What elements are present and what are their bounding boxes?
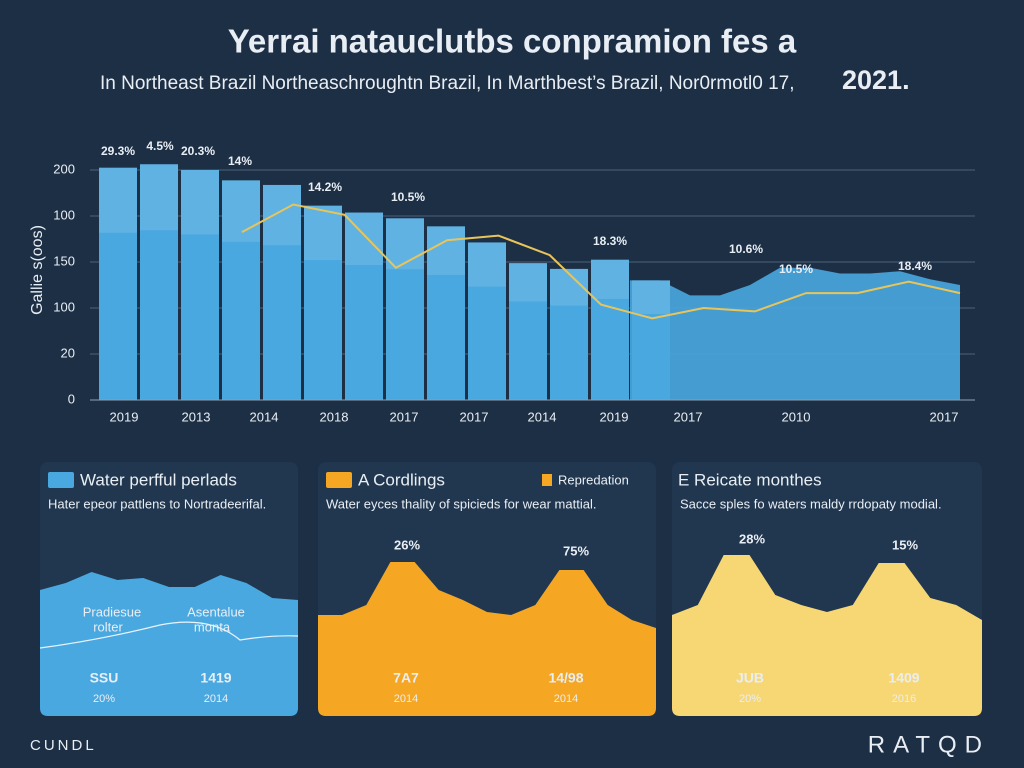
trend-line <box>241 203 961 320</box>
x-tick-label: 2017 <box>930 409 959 424</box>
stat-label: JUB <box>736 670 764 686</box>
x-tick-label: 2018 <box>320 409 349 424</box>
bar-highlight <box>140 164 178 231</box>
bar <box>468 242 506 400</box>
stat-label: 14/98 <box>548 670 583 686</box>
x-tick-label: 2013 <box>182 409 211 424</box>
bar <box>99 167 137 400</box>
bar <box>304 205 342 400</box>
panel-annotation: 28% <box>739 531 765 546</box>
bar-annotation: 10.5% <box>391 190 425 204</box>
bar-annotation: 4.5% <box>146 139 174 153</box>
panel-subtitle: Sacce sples fo waters maldy rrdopaty mod… <box>680 496 942 511</box>
x-tick-label: 2014 <box>528 409 557 424</box>
legend-swatch <box>48 472 74 488</box>
bar-annotation: 14% <box>228 154 252 168</box>
panel-area <box>672 555 982 716</box>
panel-title: A Cordlings <box>358 470 445 489</box>
bar-annotation: 14.2% <box>308 180 342 194</box>
stat-label: 7A7 <box>393 670 419 686</box>
wave-line <box>39 621 299 649</box>
stat-sub: 20% <box>93 693 115 705</box>
bar-highlight <box>632 280 670 314</box>
bar-annotation: 10.5% <box>779 262 813 276</box>
y-tick-label: 20 <box>61 345 75 360</box>
legend-swatch <box>542 474 552 486</box>
panel-annotation: 26% <box>394 537 420 552</box>
panel-title: E Reicate monthes <box>678 470 822 489</box>
panel-annotation: Pradiesue <box>83 604 142 619</box>
stat-label: 1409 <box>888 670 919 686</box>
stat-sub: 2016 <box>892 693 916 705</box>
panel-annotation: 75% <box>563 543 589 558</box>
bar <box>632 280 670 400</box>
y-tick-label: 200 <box>53 161 75 176</box>
x-tick-label: 2019 <box>110 409 139 424</box>
bar-highlight <box>99 167 137 233</box>
bar-highlight <box>386 218 424 270</box>
stat-label: 1419 <box>200 670 231 686</box>
bar <box>427 226 465 400</box>
x-tick-label: 2017 <box>460 409 489 424</box>
x-tick-label: 2014 <box>250 409 279 424</box>
panel-annotation: rolter <box>93 619 123 634</box>
bar <box>509 263 547 400</box>
bar-highlight <box>427 226 465 275</box>
subtitle-year: 2021. <box>842 65 910 95</box>
panel-annotation: monta <box>194 619 231 634</box>
bar <box>345 212 383 400</box>
panel-title: Water perfful perlads <box>80 470 237 489</box>
stat-sub: 2014 <box>394 693 418 705</box>
stat-label: SSU <box>90 670 119 686</box>
bar <box>222 180 260 400</box>
bar-highlight <box>509 263 547 302</box>
bar-annotation: 10.6% <box>729 242 763 256</box>
area <box>630 267 960 400</box>
title: Yerrai natauclutbs conpramion fes a <box>228 23 797 60</box>
panel-annotation: Asentalue <box>187 604 245 619</box>
bar <box>386 218 424 400</box>
bar-annotation: 20.3% <box>181 144 215 158</box>
panel-annotation: 15% <box>892 537 918 552</box>
y-tick-label: 150 <box>53 253 75 268</box>
bar-highlight <box>591 259 629 299</box>
bar <box>591 259 629 400</box>
legend-swatch <box>326 472 352 488</box>
x-tick-label: 2010 <box>782 409 811 424</box>
bar <box>263 184 301 400</box>
y-axis-label: Gallie s(oos) <box>29 225 46 315</box>
panel-area <box>40 572 298 716</box>
bar <box>140 164 178 400</box>
bar-highlight <box>304 205 342 261</box>
y-tick-label: 0 <box>68 391 75 406</box>
panel-area <box>318 562 656 716</box>
bar-highlight <box>222 180 260 242</box>
panel-subtitle: Water eyces thality of spicieds for wear… <box>326 496 596 511</box>
x-tick-label: 2017 <box>390 409 419 424</box>
bar-annotation: 18.4% <box>898 259 932 273</box>
y-tick-label: 100 <box>53 299 75 314</box>
x-tick-label: 2019 <box>600 409 629 424</box>
bar-highlight <box>181 170 219 235</box>
footer-right: RATQD <box>868 731 990 758</box>
footer-left: CUNDL <box>30 737 97 754</box>
bar <box>550 268 588 400</box>
panel-subtitle: Hater epeor pattlens to Nortradeerifal. <box>48 496 266 511</box>
bar-annotation: 18.3% <box>593 234 627 248</box>
bar-annotation: 29.3% <box>101 144 135 158</box>
x-tick-label: 2017 <box>674 409 703 424</box>
legend-label: Repredation <box>558 472 629 487</box>
subtitle: In Northeast Brazil Northeaschroughtn Br… <box>100 73 795 94</box>
bar-highlight <box>263 184 301 246</box>
stat-sub: 20% <box>739 693 761 705</box>
bar-highlight <box>468 242 506 287</box>
stat-sub: 2014 <box>204 693 228 705</box>
y-tick-label: 100 <box>53 207 75 222</box>
bar <box>181 170 219 400</box>
stat-sub: 2014 <box>554 693 578 705</box>
